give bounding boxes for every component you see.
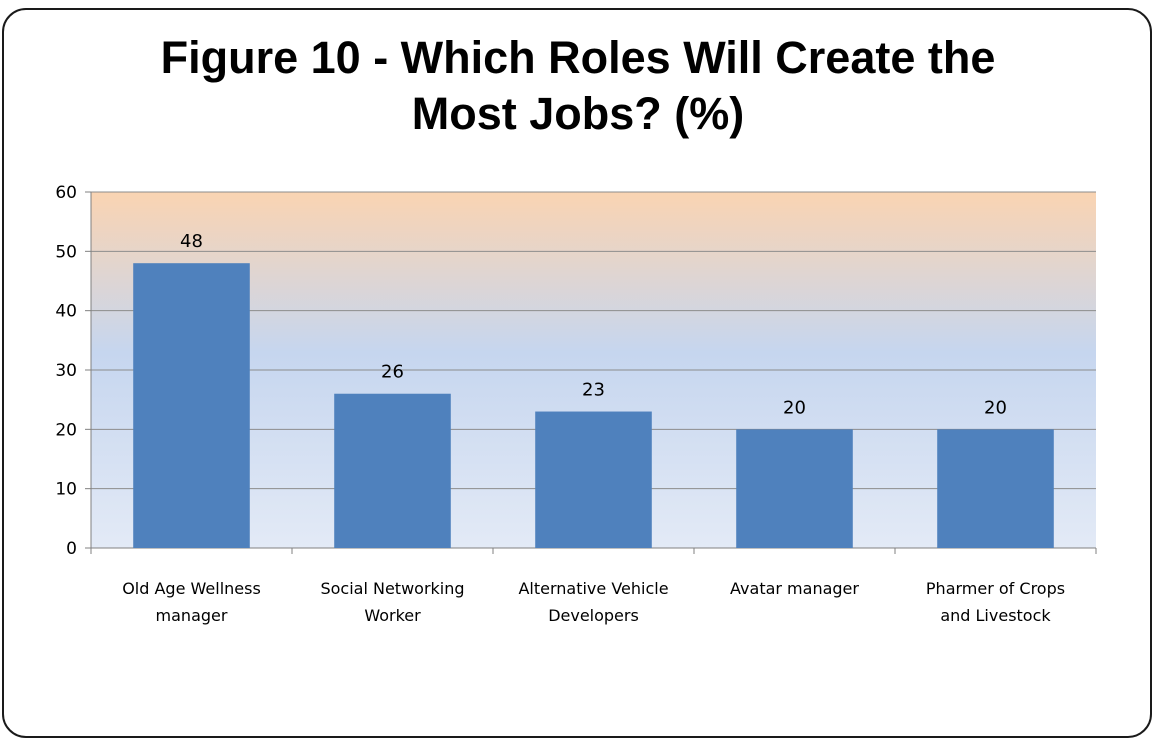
x-tick-label: Pharmer of Crops [926, 579, 1065, 598]
bar [133, 263, 250, 548]
y-tick-label: 10 [55, 480, 77, 500]
data-label: 20 [984, 397, 1007, 418]
data-label: 26 [381, 362, 404, 383]
x-tick-label: Social Networking [320, 579, 464, 598]
y-tick-label: 50 [55, 242, 77, 262]
bars [133, 263, 1054, 548]
x-tick-label: and Livestock [940, 606, 1051, 625]
y-tick-label: 30 [55, 361, 77, 381]
bar [334, 393, 451, 548]
x-tick-label: manager [156, 606, 228, 625]
chart-title-line-1: Figure 10 - Which Roles Will Create the [160, 32, 996, 83]
y-tick-label: 40 [55, 302, 77, 322]
data-label: 20 [783, 397, 806, 418]
bar [535, 411, 652, 548]
bar [736, 429, 853, 548]
data-label: 23 [582, 380, 605, 401]
y-tick-label: 60 [55, 183, 77, 203]
bar [937, 429, 1054, 548]
x-tick-label: Developers [548, 606, 639, 625]
x-tick-label: Avatar manager [730, 579, 859, 598]
chart-title-line-2: Most Jobs? (%) [411, 88, 745, 139]
x-tick-label: Alternative Vehicle [518, 579, 668, 598]
x-tick-label: Worker [364, 606, 421, 625]
x-tick-label: Old Age Wellness [122, 579, 261, 598]
data-label: 48 [180, 231, 203, 252]
labels: 0 10 20 30 40 50 60 48 Old Age Wellness manager 26… [55, 183, 1065, 625]
y-tick-label: 0 [66, 539, 77, 559]
y-tick-label: 20 [55, 420, 77, 440]
